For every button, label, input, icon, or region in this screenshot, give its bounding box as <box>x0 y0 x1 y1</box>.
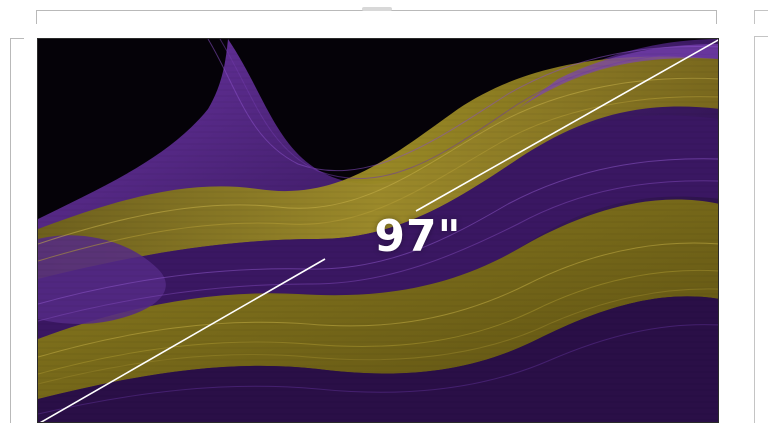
width-dimension-bracket <box>36 7 717 24</box>
diagonal-line-lower <box>39 258 326 422</box>
diagonal-size-label: 97" <box>374 211 462 262</box>
height-dimension-bracket <box>10 38 24 423</box>
tv-screen: 97" <box>37 38 719 423</box>
abstract-wave-artwork <box>38 39 718 422</box>
adjacent-panel-edge <box>754 36 768 423</box>
adjacent-panel-bracket-edge <box>754 10 768 24</box>
width-bracket-notch <box>361 7 392 11</box>
diagonal-line-upper <box>415 39 718 212</box>
